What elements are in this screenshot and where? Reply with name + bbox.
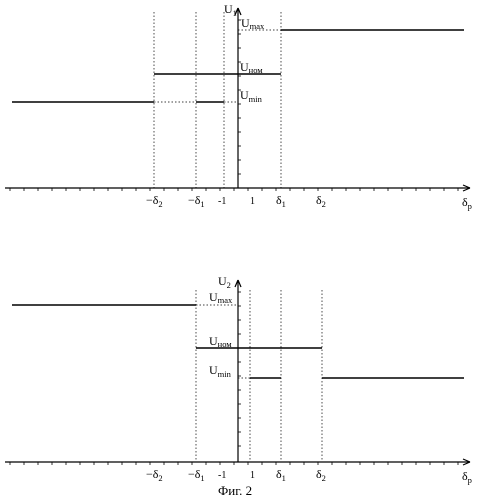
label-umin: Umin [209, 363, 232, 379]
y-axis-label: U2 [218, 274, 231, 290]
tick-label-neg-delta1: −δ1 [188, 193, 205, 209]
tick-label-delta2: δ2 [316, 467, 326, 483]
label-unom: Uном [240, 60, 263, 75]
tick-label-delta1: δ1 [276, 467, 286, 483]
y-axis-label: U1 [224, 2, 237, 18]
label-umin: Umin [240, 88, 263, 104]
tick-label-delta2: δ2 [316, 193, 326, 209]
tick-label-neg-one: -1 [218, 196, 226, 207]
tick-label-delta1: δ1 [276, 193, 286, 209]
tick-label-neg-delta2: −δ2 [146, 467, 163, 483]
graph-bottom: U2 Umax Uном Umin −δ2 −δ1 -1 1 δ1 δ2 δр [5, 274, 472, 485]
tick-label-neg-delta2: −δ2 [146, 193, 163, 209]
tick-label-neg-delta1: −δ1 [188, 467, 205, 483]
tick-label-one: 1 [250, 470, 255, 481]
tick-label-one: 1 [250, 196, 255, 207]
x-axis-label: δр [462, 469, 472, 485]
tick-label-neg-one: -1 [218, 470, 226, 481]
label-umax: Umax [209, 290, 233, 305]
x-axis-label: δр [462, 195, 472, 211]
graph-top: U1 Umax Uном Umin −δ2 −δ1 -1 1 δ1 δ2 δр [5, 2, 472, 211]
label-unom: Uном [209, 334, 232, 349]
figure-caption: Фиг. 2 [218, 483, 252, 498]
label-umax: Umax [241, 16, 265, 31]
